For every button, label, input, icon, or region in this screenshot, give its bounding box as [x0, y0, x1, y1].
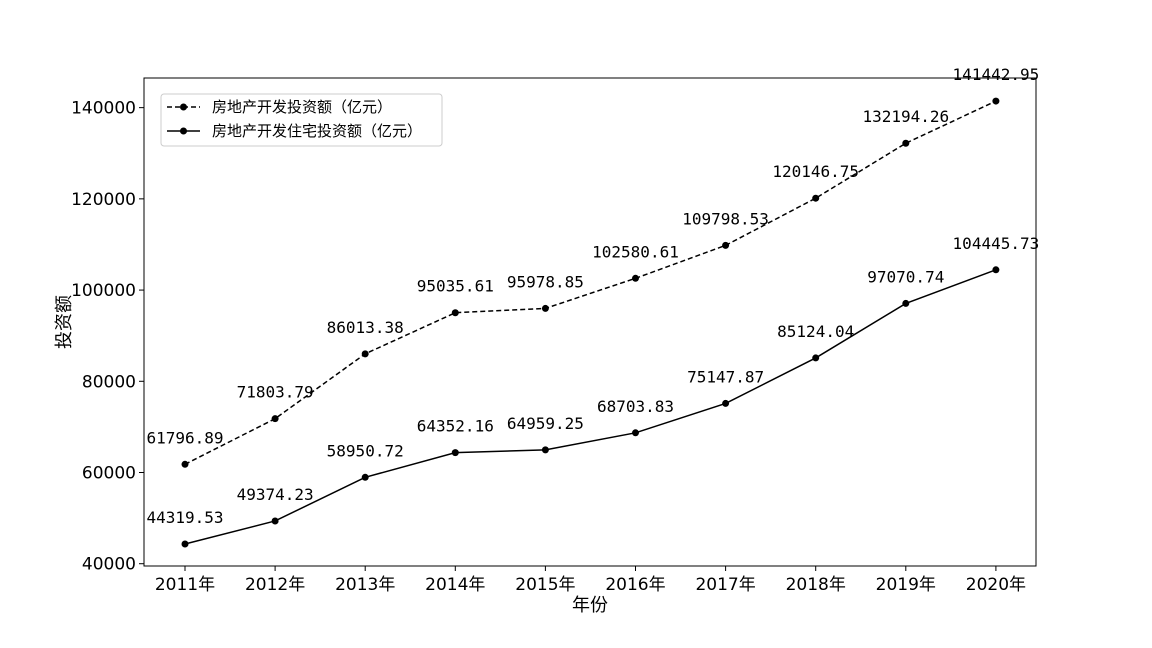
x-tick-label: 2013年	[335, 575, 395, 595]
data-point	[632, 429, 639, 437]
x-tick-label: 2015年	[515, 575, 575, 595]
y-tick-label: 80000	[82, 372, 136, 392]
data-label: 86013.38	[327, 318, 404, 337]
data-label: 68703.83	[597, 397, 674, 416]
x-tick-label: 2019年	[876, 575, 936, 595]
legend-label-series-0: 房地产开发投资额（亿元）	[212, 98, 392, 116]
data-point	[902, 139, 910, 147]
data-label: 95035.61	[417, 277, 494, 296]
data-label: 71803.79	[237, 383, 314, 402]
data-point	[722, 399, 730, 407]
y-tick-label: 120000	[71, 190, 136, 210]
data-point	[181, 540, 189, 548]
data-label: 109798.53	[682, 209, 769, 228]
data-point	[992, 97, 1000, 105]
x-tick-label: 2016年	[605, 575, 665, 595]
data-label: 132194.26	[862, 107, 949, 126]
data-label: 64959.25	[507, 414, 584, 433]
y-axis: 40000 60000 80000 100000 120000 140000	[71, 99, 144, 575]
data-point	[361, 473, 369, 481]
series-line-0	[184, 100, 997, 465]
data-point	[541, 446, 549, 454]
x-tick-label: 2011年	[155, 575, 215, 595]
data-label: 141442.95	[953, 65, 1040, 84]
data-point	[271, 415, 279, 423]
data-label: 104445.73	[953, 234, 1040, 253]
legend: 房地产开发投资额（亿元） 房地产开发住宅投资额（亿元）	[160, 93, 443, 147]
series-line-1	[184, 269, 997, 545]
y-tick-label: 60000	[82, 464, 136, 484]
data-labels: 61796.89 71803.79 86013.38 95035.61 95978.85…	[146, 65, 1039, 527]
data-label: 85124.04	[777, 322, 854, 341]
data-label: 64352.16	[417, 417, 494, 436]
data-label: 44319.53	[146, 508, 223, 527]
data-point	[181, 460, 189, 468]
plot-frame	[143, 77, 1037, 567]
x-axis: 2011年 2012年 2013年 2014年 2015年 2016年 2017年 2018年…	[155, 566, 1026, 595]
data-label: 49374.23	[237, 485, 314, 504]
legend-label-series-1: 房地产开发住宅投资额（亿元）	[212, 122, 422, 140]
legend-marker-series-1	[180, 127, 187, 135]
data-point	[361, 350, 369, 358]
y-tick-label: 140000	[71, 99, 136, 119]
y-tick-label: 40000	[82, 555, 136, 575]
x-tick-label: 2020年	[966, 575, 1026, 595]
y-axis-title: 投资额	[54, 295, 75, 349]
data-point	[451, 309, 459, 317]
x-tick-label: 2018年	[786, 575, 846, 595]
data-label: 97070.74	[867, 267, 944, 286]
data-point	[992, 266, 1000, 274]
x-tick-label: 2014年	[425, 575, 485, 595]
y-tick-label: 100000	[71, 281, 136, 301]
x-tick-label: 2012年	[245, 575, 305, 595]
data-label: 75147.87	[687, 367, 764, 386]
legend-marker-series-0	[180, 103, 187, 111]
data-point	[812, 194, 820, 202]
data-label: 58950.72	[327, 441, 404, 460]
series-layer	[181, 97, 1000, 548]
legend-box	[160, 93, 443, 147]
data-point	[812, 354, 820, 362]
data-label: 95978.85	[507, 272, 584, 291]
data-label: 102580.61	[592, 242, 679, 261]
data-label: 61796.89	[146, 428, 223, 447]
data-point	[722, 241, 730, 249]
data-point	[271, 517, 279, 525]
x-axis-title: 年份	[572, 595, 608, 616]
data-point	[541, 304, 549, 312]
data-point	[902, 299, 910, 307]
data-label: 120146.75	[772, 162, 859, 181]
data-point	[451, 449, 459, 457]
data-point	[632, 274, 639, 282]
x-tick-label: 2017年	[695, 575, 755, 595]
